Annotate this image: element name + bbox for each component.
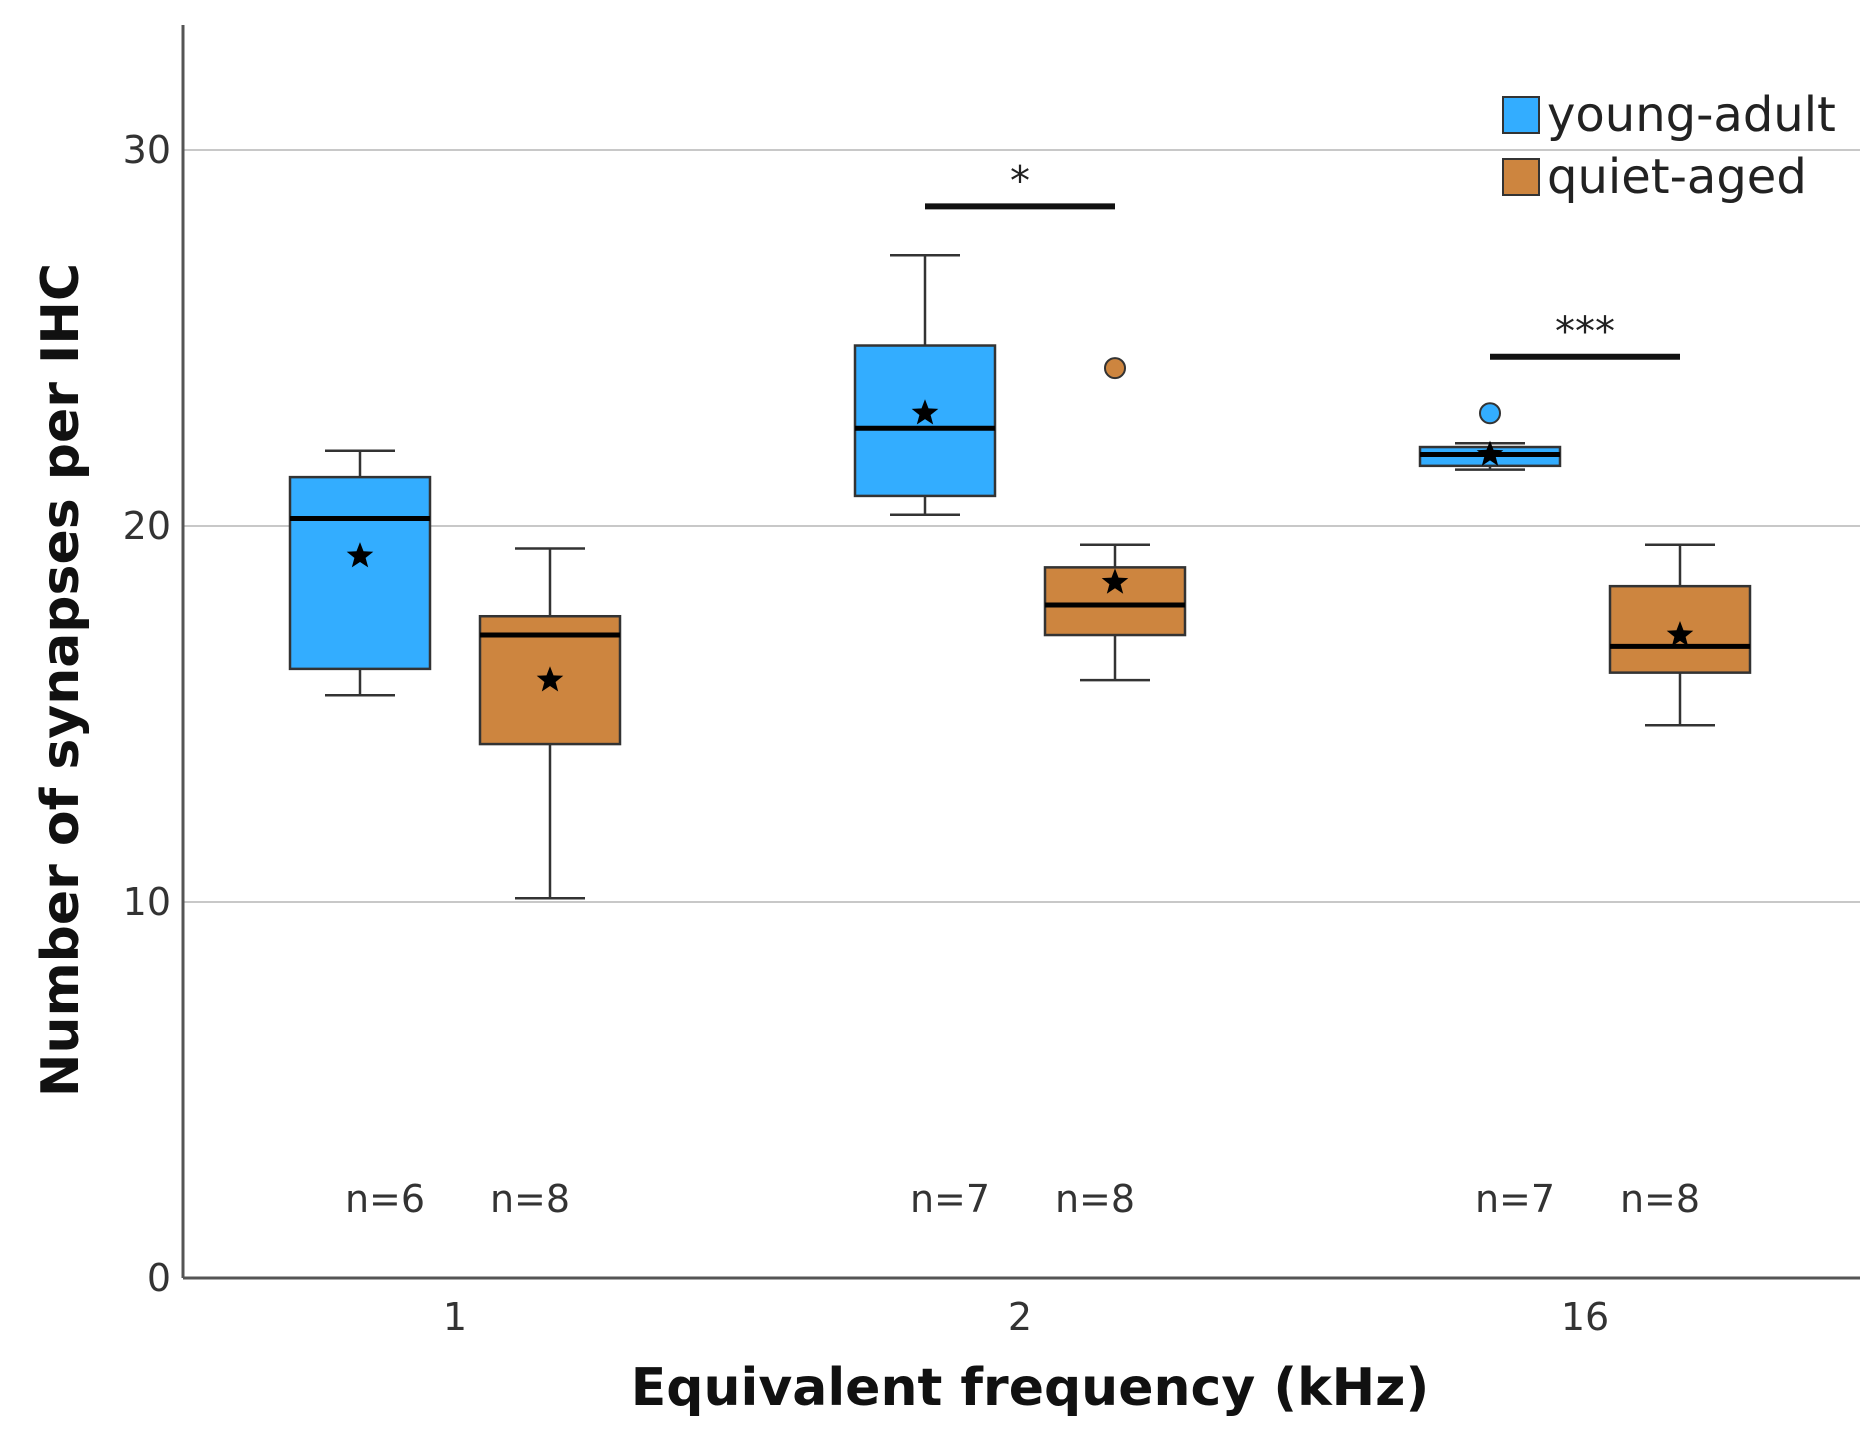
grid-lines bbox=[183, 149, 1860, 903]
box-iqr bbox=[288, 475, 432, 671]
box-iqr bbox=[1043, 566, 1187, 637]
mean-star bbox=[1101, 568, 1129, 594]
x-tick-labels: 1 2 16 bbox=[443, 1295, 1609, 1339]
legend-swatch-quiet-aged bbox=[1502, 158, 1540, 196]
n-label-young-adult-16: n=7 bbox=[1475, 1177, 1555, 1221]
outlier-point bbox=[1479, 402, 1501, 425]
axes bbox=[181, 25, 1860, 1280]
box-young-adult-1 bbox=[288, 449, 432, 697]
x-tick-label-1: 1 bbox=[443, 1295, 467, 1339]
mean-star bbox=[536, 666, 564, 692]
mean-star bbox=[1476, 440, 1504, 466]
y-tick-label-10: 10 bbox=[123, 880, 171, 924]
n-labels: n=6 n=7 n=7 n=8 n=8 n=8 bbox=[345, 1177, 1700, 1221]
y-axis-title: Number of synapses per IHC bbox=[31, 263, 91, 1097]
mean-star bbox=[346, 542, 374, 568]
n-label-quiet-aged-1: n=8 bbox=[490, 1177, 570, 1221]
boxes bbox=[288, 254, 1752, 900]
legend-label-young-adult: young-adult bbox=[1547, 87, 1836, 143]
n-label-young-adult-1: n=6 bbox=[345, 1177, 425, 1221]
mean-star bbox=[1666, 621, 1694, 647]
mean-star bbox=[911, 399, 939, 425]
legend-label-quiet-aged: quiet-aged bbox=[1547, 149, 1807, 205]
y-tick-label-20: 20 bbox=[123, 504, 171, 548]
box-quiet-aged-1 bbox=[478, 547, 622, 900]
box-quiet-aged-16 bbox=[1608, 543, 1752, 727]
box-quiet-aged-2 bbox=[1043, 357, 1187, 682]
n-label-quiet-aged-2: n=8 bbox=[1055, 1177, 1135, 1221]
y-tick-label-0: 0 bbox=[147, 1256, 171, 1300]
significance-label-2: * bbox=[1010, 158, 1030, 204]
n-label-quiet-aged-16: n=8 bbox=[1620, 1177, 1700, 1221]
legend-swatch-young-adult bbox=[1502, 96, 1540, 134]
significance-label-16: *** bbox=[1555, 309, 1615, 355]
box-iqr bbox=[853, 344, 997, 498]
x-tick-label-2: 2 bbox=[1008, 1295, 1032, 1339]
box-young-adult-16 bbox=[1418, 402, 1562, 471]
n-label-young-adult-2: n=7 bbox=[910, 1177, 990, 1221]
significance-markers: **** bbox=[925, 158, 1680, 360]
legend: young-adult quiet-aged bbox=[1502, 87, 1836, 205]
y-tick-label-30: 30 bbox=[123, 128, 171, 172]
x-axis-title: Equivalent frequency (kHz) bbox=[631, 1358, 1429, 1418]
box-young-adult-2 bbox=[853, 254, 997, 516]
outlier-point bbox=[1104, 357, 1126, 380]
x-tick-label-16: 16 bbox=[1561, 1295, 1609, 1339]
y-tick-labels: 0 10 20 30 bbox=[123, 128, 171, 1300]
